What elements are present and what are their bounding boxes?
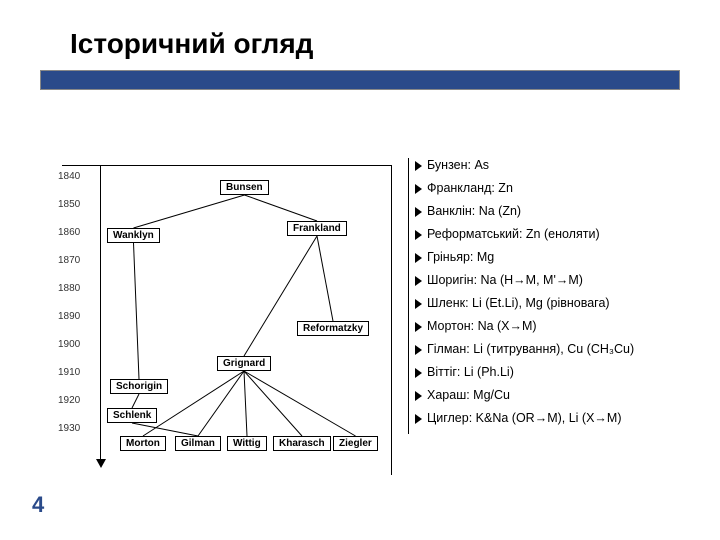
decade-label: 1880 [58, 283, 80, 294]
node-schorigin: Schorigin [110, 379, 168, 394]
edge [244, 371, 247, 436]
edge [198, 371, 244, 436]
page-number: 4 [32, 492, 44, 518]
list-item: Ванклін: Na (Zn) [415, 204, 708, 218]
list-item: Гілман: Li (титрування), Cu (CH₃Cu) [415, 342, 708, 356]
list-item: Бунзен: As [415, 158, 708, 172]
decade-label: 1890 [58, 311, 80, 322]
edge [134, 243, 140, 379]
list-item: Циглер: K&Na (OR→M), Li (X→M) [415, 411, 708, 425]
decade-label: 1910 [58, 367, 80, 378]
node-ziegler: Ziegler [333, 436, 378, 451]
node-morton: Morton [120, 436, 166, 451]
list-item: Шоригін: Na (H→M, M'→M) [415, 273, 708, 287]
list-item: Хараш: Mg/Cu [415, 388, 708, 402]
node-wanklyn: Wanklyn [107, 228, 160, 243]
slide-title: Історичний огляд [70, 28, 313, 60]
edge [134, 195, 245, 228]
list-item: Франкланд: Zn [415, 181, 708, 195]
title-underline-bar [40, 70, 680, 90]
chemists-list: Бунзен: As Франкланд: Zn Ванклін: Na (Zn) Р… [408, 158, 708, 434]
decade-label: 1900 [58, 339, 80, 350]
edge [317, 236, 333, 321]
decade-label: 1870 [58, 255, 80, 266]
list-item: Мортон: Na (X→M) [415, 319, 708, 333]
node-gilman: Gilman [175, 436, 221, 451]
timeline-chart: 1840185018601870188018901900191019201930… [62, 165, 392, 475]
list-item: Віттіг: Li (Ph.Li) [415, 365, 708, 379]
node-wittig: Wittig [227, 436, 267, 451]
edge [132, 394, 139, 408]
list-item: Реформатський: Zn (еноляти) [415, 227, 708, 241]
list-item: Гріньяр: Mg [415, 250, 708, 264]
edge [244, 371, 302, 436]
decade-label: 1920 [58, 395, 80, 406]
timeline-axis [100, 166, 101, 461]
list-item: Шленк: Li (Et.Li), Mg (рівновага) [415, 296, 708, 310]
node-bunsen: Bunsen [220, 180, 269, 195]
node-grignard: Grignard [217, 356, 271, 371]
node-frankland: Frankland [287, 221, 347, 236]
decade-label: 1840 [58, 171, 80, 182]
timeline-arrow-head [96, 459, 106, 468]
edge [245, 195, 318, 221]
decade-label: 1850 [58, 199, 80, 210]
node-kharasch: Kharasch [273, 436, 331, 451]
edge [244, 371, 356, 436]
edge [244, 236, 317, 356]
decade-label: 1860 [58, 227, 80, 238]
decade-label: 1930 [58, 423, 80, 434]
node-schlenk: Schlenk [107, 408, 157, 423]
edge [132, 423, 198, 436]
node-reformatzky: Reformatzky [297, 321, 369, 336]
